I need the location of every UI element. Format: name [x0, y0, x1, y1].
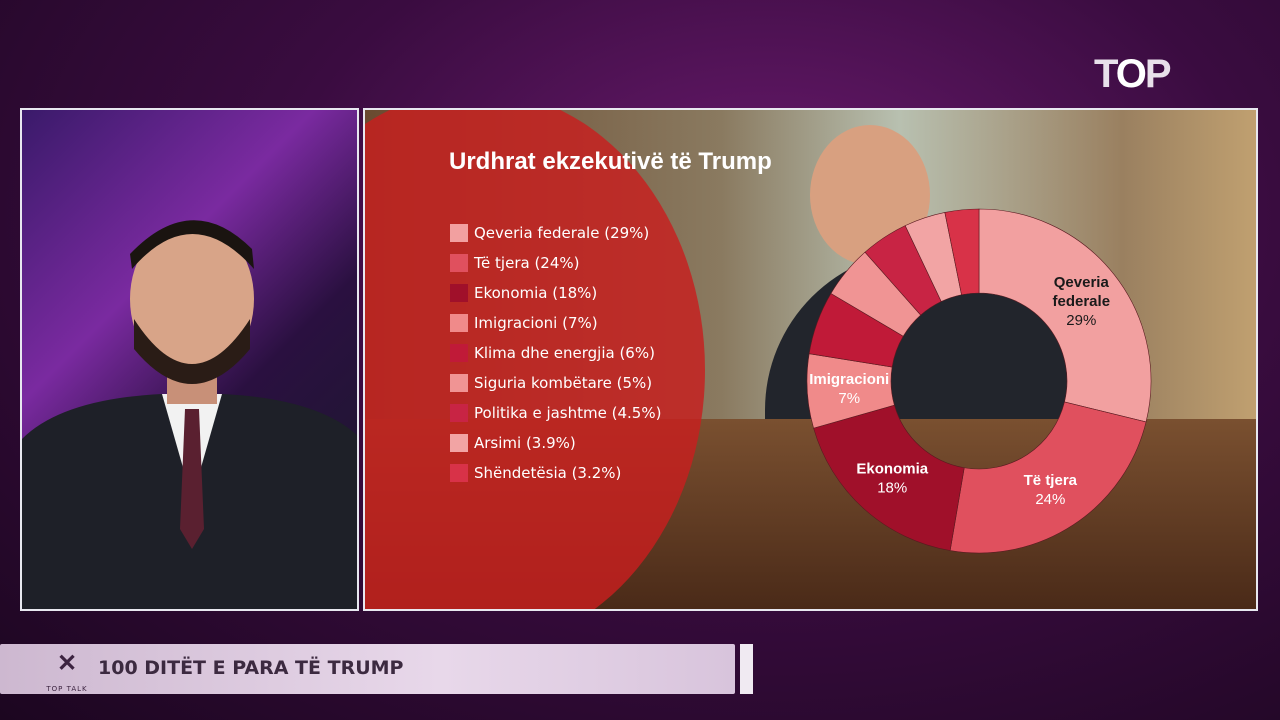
legend-swatch [450, 374, 468, 392]
presenter-video [20, 108, 359, 611]
legend-swatch [450, 404, 468, 422]
legend-swatch [450, 344, 468, 362]
legend-item: Arsimi (3.9%) [450, 428, 661, 458]
slice-label: Imigracioni 7% [809, 371, 889, 407]
legend-label: Ekonomia (18%) [474, 284, 598, 302]
legend-label: Qeveria federale (29%) [474, 224, 650, 242]
donut-chart: Qeveria federale 29% Të tjera 24% Ekonomia 18%… [806, 208, 1152, 554]
legend-item: Të tjera (24%) [450, 248, 661, 278]
legend-item: Shëndetësia (3.2%) [450, 458, 661, 488]
legend-label: Politika e jashtme (4.5%) [474, 404, 662, 422]
legend-item: Qeveria federale (29%) [450, 218, 661, 248]
lower-third: ✕ TOP TALK 100 DITËT E PARA TË TRUMP [0, 644, 735, 694]
donut-slice [949, 401, 1147, 554]
legend-item: Klima dhe energjia (6%) [450, 338, 661, 368]
legend-swatch [450, 254, 468, 272]
legend-item: Politika e jashtme (4.5%) [450, 398, 661, 428]
slice-label: Qeveria federale 29% [1053, 274, 1111, 329]
legend-swatch [450, 224, 468, 242]
legend-label: Shëndetësia (3.2%) [474, 464, 622, 482]
chart-title: Urdhrat ekzekutivë të Trump [449, 148, 772, 175]
presenter-figure [22, 220, 357, 609]
slice-label: Të tjera 24% [1024, 472, 1078, 508]
slice-label: Ekonomia 18% [856, 460, 928, 496]
chart-panel: Urdhrat ekzekutivë të Trump Qeveria fede… [363, 108, 1258, 611]
legend-swatch [450, 284, 468, 302]
legend-label: Siguria kombëtare (5%) [474, 374, 653, 392]
legend-item: Siguria kombëtare (5%) [450, 368, 661, 398]
chart-legend: Qeveria federale (29%) Të tjera (24%) Ekon… [450, 218, 661, 488]
lower-third-accent [740, 644, 753, 694]
legend-swatch [450, 314, 468, 332]
legend-label: Klima dhe energjia (6%) [474, 344, 655, 362]
donut-slice [944, 208, 980, 296]
legend-item: Ekonomia (18%) [450, 278, 661, 308]
legend-swatch [450, 434, 468, 452]
legend-item: Imigracioni (7%) [450, 308, 661, 338]
donut-slice [978, 208, 1152, 423]
channel-logo: TOP [1094, 52, 1172, 96]
donut-slice [813, 404, 965, 551]
legend-label: Arsimi (3.9%) [474, 434, 576, 452]
top-talk-logo: ✕ TOP TALK [46, 650, 88, 694]
legend-swatch [450, 464, 468, 482]
legend-backdrop [365, 110, 705, 609]
headline: 100 DITËT E PARA TË TRUMP [98, 657, 404, 679]
legend-label: Të tjera (24%) [474, 254, 580, 272]
legend-label: Imigracioni (7%) [474, 314, 598, 332]
